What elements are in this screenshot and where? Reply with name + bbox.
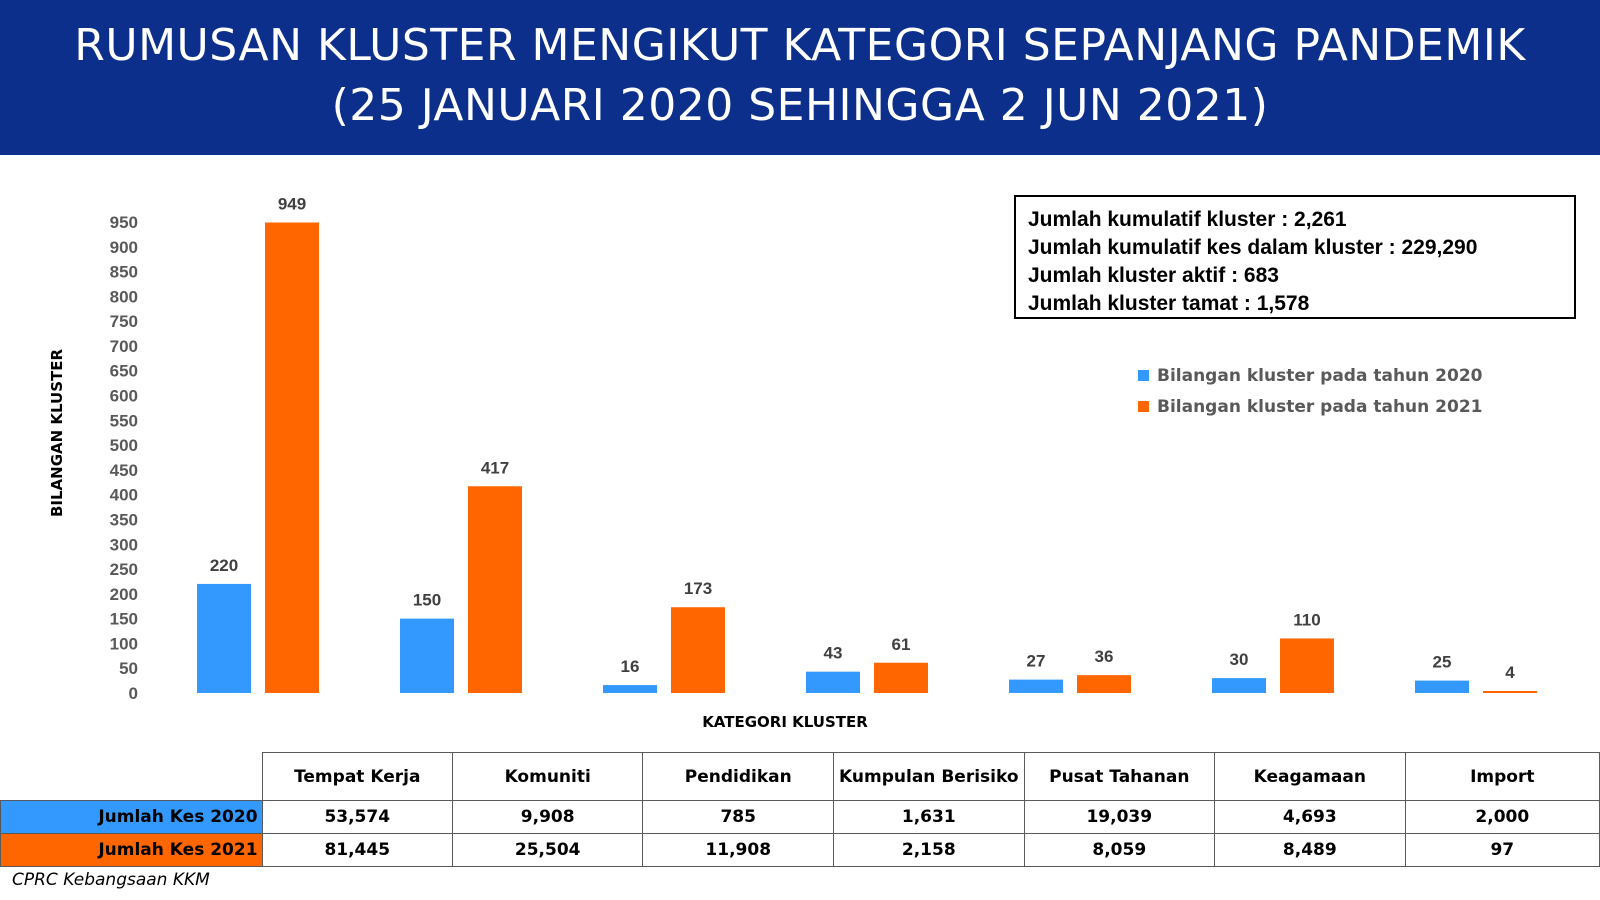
y-tick-label: 350	[110, 510, 138, 529]
y-tick-label: 750	[110, 312, 138, 331]
table-header-cell: Kumpulan Berisiko	[833, 752, 1025, 801]
table-header-cell: Pusat Tahanan	[1023, 752, 1216, 801]
table-cell: 2,158	[833, 833, 1025, 867]
table-row: Jumlah Kes 2020 53,574 9,908 785 1,631 1…	[0, 800, 1600, 834]
legend-label-2020: Bilangan kluster pada tahun 2020	[1157, 365, 1483, 386]
table-corner	[0, 752, 263, 801]
table-cell: 8,489	[1214, 833, 1406, 867]
title-banner: RUMUSAN KLUSTER MENGIKUT KATEGORI SEPANJ…	[0, 0, 1600, 155]
y-tick-label: 250	[110, 560, 138, 579]
bar-2020	[806, 671, 860, 693]
table-header-cell: Pendidikan	[642, 752, 835, 801]
y-tick-label: 400	[110, 486, 138, 505]
source-note: CPRC Kebangsaan KKM	[12, 870, 210, 890]
y-tick-label: 200	[110, 585, 138, 604]
bar-value-label: 150	[413, 591, 441, 610]
bar-value-label: 949	[278, 194, 306, 213]
table-cell: 8,059	[1023, 833, 1216, 867]
table-cell: 1,631	[833, 800, 1025, 834]
table-row-label: Jumlah Kes 2020	[0, 800, 263, 834]
bar-2021	[468, 486, 522, 693]
bar-value-label: 30	[1230, 650, 1249, 669]
y-tick-label: 900	[110, 238, 138, 257]
table-row-label: Jumlah Kes 2021	[0, 833, 263, 867]
bar-2021	[874, 662, 928, 693]
y-tick-label: 850	[110, 263, 138, 282]
table-cell: 11,908	[642, 833, 835, 867]
table-cell: 25,504	[451, 833, 644, 867]
table-cell: 9,908	[451, 800, 644, 834]
bar-value-label: 16	[621, 657, 640, 676]
table-row: Jumlah Kes 2021 81,445 25,504 11,908 2,1…	[0, 833, 1600, 867]
table-header-cell: Keagamaan	[1214, 752, 1406, 801]
bar-value-label: 220	[210, 556, 238, 575]
bar-2020	[197, 583, 251, 693]
legend-label-2021: Bilangan kluster pada tahun 2021	[1157, 396, 1483, 417]
bar-2020	[1415, 680, 1469, 693]
table-cell: 53,574	[261, 800, 453, 834]
bar-value-label: 417	[481, 458, 509, 477]
y-axis-ticks: 0 50 100 150 200 250 300 350 400 450 500 550 600 650 7…	[110, 213, 138, 703]
bar-2020	[400, 618, 454, 693]
bar-2021	[1280, 638, 1334, 693]
bars	[197, 222, 1537, 693]
page-title: RUMUSAN KLUSTER MENGIKUT KATEGORI SEPANJ…	[74, 20, 1526, 71]
legend: Bilangan kluster pada tahun 2020 Bilanga…	[1138, 360, 1483, 422]
y-tick-label: 950	[110, 213, 138, 232]
bar-value-label: 36	[1095, 647, 1114, 666]
summary-box: Jumlah kumulatif kluster : 2,261 Jumlah …	[1014, 195, 1576, 319]
summary-ended-clusters: Jumlah kluster tamat : 1,578	[1028, 292, 1310, 315]
x-axis-title: KATEGORI KLUSTER	[702, 713, 868, 731]
table-header-cell: Komuniti	[451, 752, 644, 801]
bar-2020	[1009, 679, 1063, 693]
table-header-cell: Import	[1404, 752, 1600, 801]
bar-2020	[1212, 678, 1266, 693]
y-tick-label: 50	[119, 659, 138, 678]
table-cell: 2,000	[1404, 800, 1600, 834]
bar-value-label: 110	[1293, 610, 1320, 629]
bar-chart: 0 50 100 150 200 250 300 350 400 450 500 550 600 650 7…	[48, 194, 1537, 731]
y-tick-label: 300	[110, 535, 138, 554]
bar-2021	[1077, 675, 1131, 693]
y-tick-label: 100	[110, 634, 138, 653]
y-axis-title: BILANGAN KLUSTER	[48, 349, 66, 518]
y-tick-label: 0	[129, 684, 138, 703]
bar-value-label: 27	[1027, 652, 1046, 671]
y-tick-label: 800	[110, 287, 138, 306]
bar-2020	[603, 685, 657, 693]
cases-table: Tempat Kerja Komuniti Pendidikan Kumpula…	[0, 752, 1600, 867]
legend-swatch-2020	[1138, 370, 1149, 381]
bar-2021	[671, 607, 725, 693]
value-labels: 220 949 150 417 16 173 43 61 27 36 30 110 25 4	[210, 194, 1515, 682]
bar-value-label: 4	[1505, 663, 1515, 682]
bar-2021	[1483, 691, 1537, 693]
bar-value-label: 173	[684, 579, 712, 598]
table-header-row: Tempat Kerja Komuniti Pendidikan Kumpula…	[0, 752, 1600, 801]
legend-swatch-2021	[1138, 401, 1149, 412]
legend-item-2021: Bilangan kluster pada tahun 2021	[1138, 391, 1483, 422]
y-tick-label: 700	[110, 337, 138, 356]
table-cell: 81,445	[261, 833, 453, 867]
bar-value-label: 43	[824, 644, 843, 663]
bar-value-label: 25	[1433, 653, 1452, 672]
bar-value-label: 61	[892, 635, 911, 654]
y-tick-label: 650	[110, 362, 138, 381]
legend-item-2020: Bilangan kluster pada tahun 2020	[1138, 360, 1483, 391]
y-tick-label: 150	[110, 610, 138, 629]
table-header-cell: Tempat Kerja	[261, 752, 453, 801]
y-tick-label: 550	[110, 411, 138, 430]
table-cell: 785	[642, 800, 835, 834]
y-tick-label: 500	[110, 436, 138, 455]
summary-total-clusters: Jumlah kumulatif kluster : 2,261	[1028, 208, 1347, 231]
y-tick-label: 450	[110, 461, 138, 480]
table-cell: 97	[1404, 833, 1600, 867]
summary-active-clusters: Jumlah kluster aktif : 683	[1028, 264, 1279, 287]
y-tick-label: 600	[110, 387, 138, 406]
page-subtitle: (25 JANUARI 2020 SEHINGGA 2 JUN 2021)	[331, 80, 1269, 131]
table-cell: 4,693	[1214, 800, 1406, 834]
bar-2021	[265, 222, 319, 693]
table-cell: 19,039	[1023, 800, 1216, 834]
summary-total-cases: Jumlah kumulatif kes dalam kluster : 229…	[1028, 236, 1478, 259]
